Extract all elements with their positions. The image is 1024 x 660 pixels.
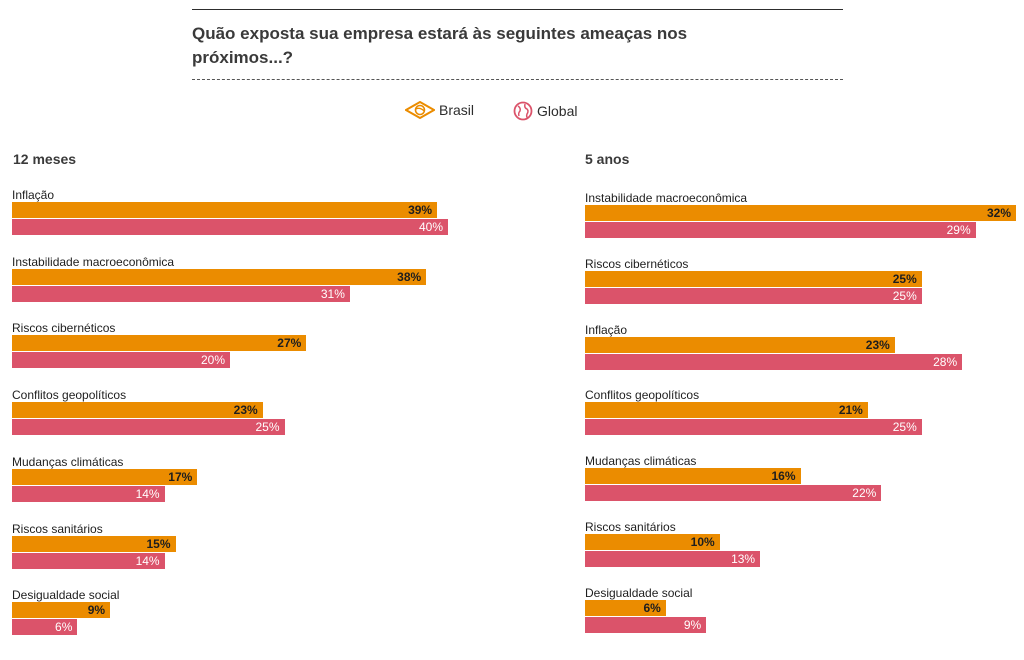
- bar-value-label-global: 31%: [320, 286, 345, 301]
- bar-global: [585, 551, 761, 567]
- bar-value-label-global: 22%: [852, 486, 877, 501]
- bar-brasil: [585, 270, 922, 287]
- category-label: Instabilidade macroeconômica: [585, 191, 748, 205]
- chart-title: Quão exposta sua empresa estará às segui…: [192, 24, 688, 67]
- bar-global: [12, 219, 448, 235]
- bar-brasil: [12, 202, 438, 218]
- bar-brasil: [585, 534, 720, 550]
- dashed-divider: [192, 79, 843, 80]
- bar-value-label-global: 25%: [892, 420, 917, 435]
- bar-value-label-global: 25%: [255, 420, 280, 435]
- chart-panel-12-meses: 12 meses Inflação 39% 40% Instabilidade mac…: [0, 0, 448, 660]
- bar-value-label-brasil: 23%: [865, 337, 890, 352]
- bar-global: [12, 552, 165, 569]
- bar-brasil: [12, 602, 111, 619]
- category-label: Riscos cibernéticos: [585, 256, 689, 271]
- bar-global: [12, 485, 165, 502]
- panel-title: 12 meses: [13, 151, 77, 167]
- bar-value-label-global: 14%: [135, 553, 160, 568]
- category-label: Instabilidade macroeconômica: [12, 254, 175, 269]
- bar-global: [585, 616, 707, 633]
- category-label: Mudanças climáticas: [12, 454, 124, 469]
- bar-brasil: [585, 468, 801, 485]
- bar-value-label-global: 25%: [892, 288, 917, 303]
- bar-brasil: [585, 402, 868, 419]
- bar-global: [12, 619, 78, 636]
- bar-global: [585, 287, 922, 304]
- category-label: Mudanças climáticas: [585, 454, 697, 469]
- bar-brasil: [12, 335, 307, 352]
- bar-value-label-global: 28%: [933, 354, 958, 369]
- bar-brasil: [12, 402, 263, 419]
- legend-item-brasil: Brasil: [405, 101, 474, 119]
- category-label: Inflação: [12, 188, 55, 202]
- bar-brasil: [585, 599, 666, 616]
- bar-global: [12, 419, 285, 436]
- category-label: Desigualdade social: [585, 585, 693, 600]
- bar-value-label-brasil: 10%: [690, 535, 715, 549]
- legend-label-brasil: Brasil: [439, 102, 475, 118]
- bar-value-label-brasil: 23%: [233, 403, 258, 418]
- bar-value-label-brasil: 25%: [892, 271, 917, 286]
- bar-value-label-brasil: 39%: [408, 203, 433, 217]
- bar-value-label-brasil: 15%: [146, 536, 171, 551]
- bar-global: [585, 485, 882, 502]
- bar-brasil: [585, 205, 1017, 221]
- bar-value-label-brasil: 27%: [277, 336, 302, 351]
- bar-value-label-brasil: 21%: [838, 403, 863, 418]
- chart-panel-5-anos: 5 anos Instabilidade macroeconômica 32% 29…: [572, 0, 1017, 660]
- bar-value-label-brasil: 6%: [643, 600, 661, 615]
- bar-value-label-global: 9%: [683, 617, 702, 632]
- bar-value-label-global: 29%: [946, 223, 971, 237]
- bar-global: [12, 285, 350, 302]
- bar-global: [585, 353, 963, 370]
- bar-value-label-brasil: 17%: [168, 469, 193, 484]
- bar-value-label-global: 6%: [55, 620, 73, 635]
- legend-label-global: Global: [537, 103, 578, 119]
- bar-brasil: [12, 268, 427, 285]
- bar-value-label-brasil: 16%: [771, 469, 796, 484]
- category-label: Riscos sanitários: [585, 520, 676, 534]
- bar-brasil: [585, 336, 895, 353]
- globe-icon: [513, 101, 537, 121]
- bar-value-label-global: 20%: [200, 353, 225, 368]
- bar-brasil: [12, 468, 198, 485]
- bar-global: [585, 419, 922, 436]
- bar-global: [12, 352, 230, 369]
- brazil-diamond-icon: [405, 101, 439, 119]
- category-label: Conflitos geopolíticos: [585, 388, 700, 403]
- bar-value-label-brasil: 32%: [987, 206, 1012, 220]
- category-label: Desigualdade social: [12, 588, 120, 603]
- category-label: Riscos sanitários: [12, 521, 103, 536]
- legend-item-global: Global: [513, 101, 577, 121]
- top-rule: [192, 9, 843, 10]
- category-label: Conflitos geopolíticos: [12, 388, 127, 403]
- category-label: Riscos cibernéticos: [12, 321, 116, 336]
- bar-value-label-global: 13%: [731, 552, 756, 566]
- bar-value-label-brasil: 38%: [397, 269, 422, 284]
- bar-global: [585, 222, 976, 238]
- panel-title: 5 anos: [585, 151, 630, 167]
- legend: Brasil Global: [0, 101, 1024, 123]
- bar-brasil: [12, 535, 176, 552]
- bar-value-label-brasil: 9%: [87, 603, 106, 618]
- category-label: Inflação: [585, 322, 628, 337]
- bar-value-label-global: 40%: [418, 220, 443, 234]
- bar-value-label-global: 14%: [135, 486, 160, 501]
